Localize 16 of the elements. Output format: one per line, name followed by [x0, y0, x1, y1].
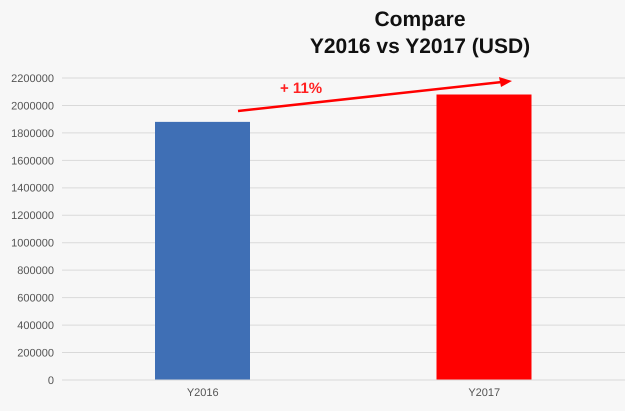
y-tick-label: 600000: [17, 292, 54, 305]
y-tick-label: 400000: [17, 320, 54, 332]
annotation: + 11%: [280, 80, 322, 97]
y-tick-label: 1000000: [11, 238, 54, 250]
y-tick-label: 2000000: [11, 100, 54, 112]
y-tick-label: 1200000: [11, 210, 54, 222]
y-tick-label: 200000: [17, 347, 54, 360]
chart-title: Compare Y2016 vs Y2017 (USD): [308, 7, 532, 60]
x-tick-label: Y2016: [186, 386, 219, 399]
y-tick-label: 1600000: [11, 155, 54, 168]
x-tick-label: Y2017: [468, 386, 500, 399]
y-tick-label: 0: [48, 374, 54, 387]
y-tick-label: 1400000: [11, 182, 54, 195]
y-tick-label: 1800000: [11, 128, 54, 140]
y-tick-label: 800000: [17, 265, 54, 278]
y-tick-label: 2200000: [11, 72, 54, 85]
